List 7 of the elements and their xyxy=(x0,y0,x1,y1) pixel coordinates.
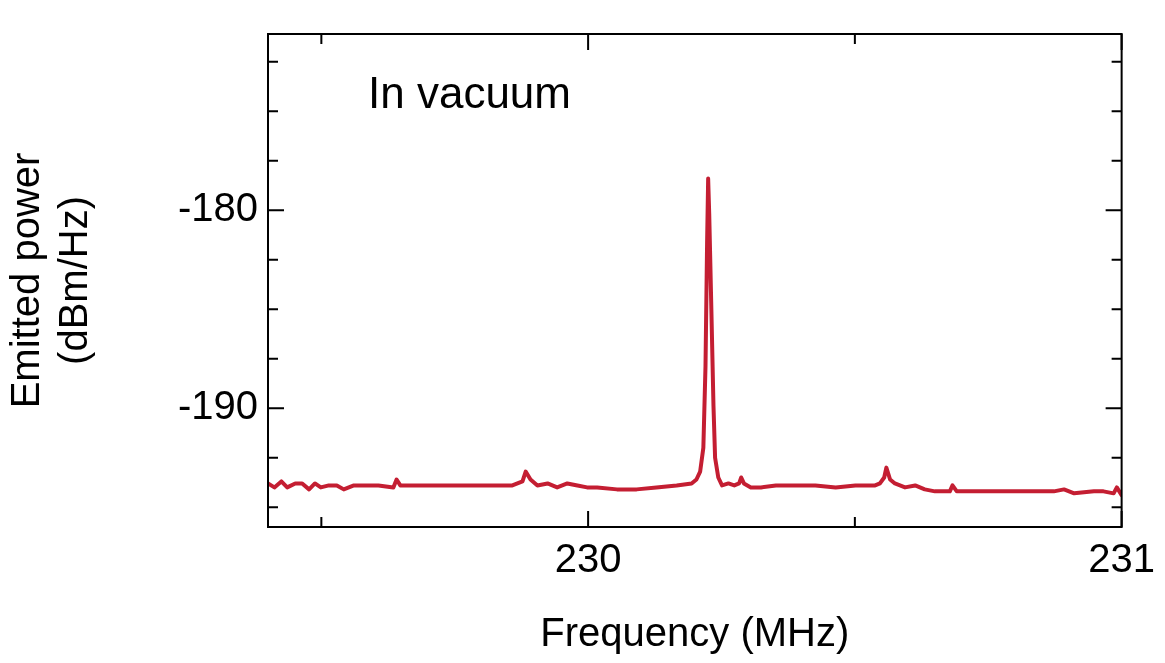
y-axis-title: Emitted power (dBm/Hz) xyxy=(3,152,96,409)
x-axis-title: Frequency (MHz) xyxy=(540,610,850,655)
y-tick-label: -190 xyxy=(177,383,258,428)
x-tick-label: 230 xyxy=(554,536,622,581)
y-tick-label: -180 xyxy=(177,185,258,230)
annotation: In vacuum xyxy=(368,68,571,118)
x-tick-label: 231 xyxy=(1088,536,1156,581)
